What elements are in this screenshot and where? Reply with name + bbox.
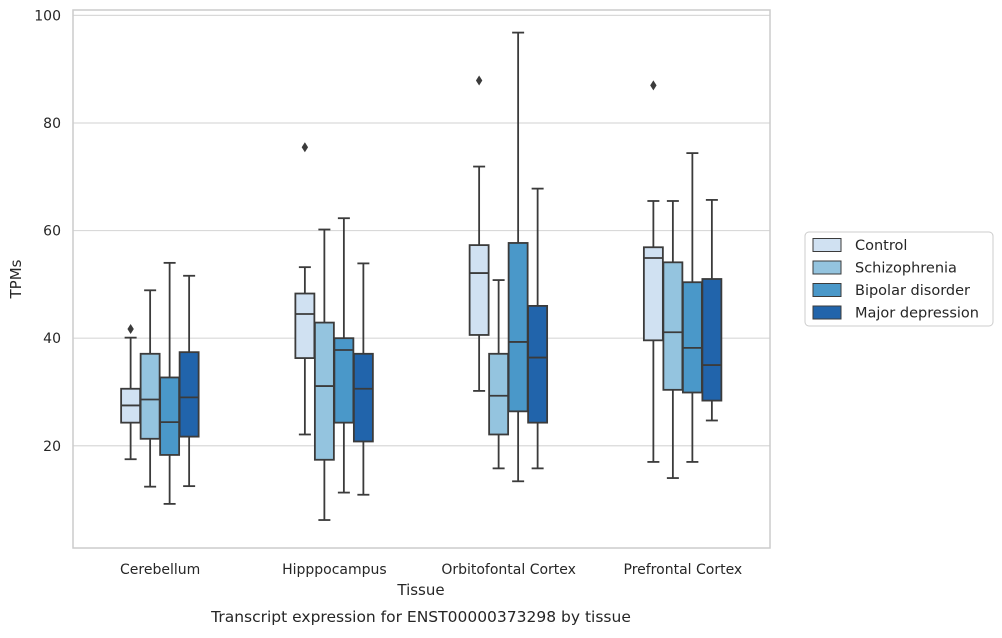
box-schizophrenia [488, 279, 510, 470]
outlier-point [650, 80, 657, 91]
x-axis-label: Tissue [396, 581, 444, 599]
box-iqr [701, 278, 723, 402]
box-iqr [507, 242, 529, 413]
box-iqr [468, 244, 490, 336]
chart-caption: Transcript expression for ENST0000037329… [210, 608, 631, 626]
y-tick-labels: 20 40 60 80 100 [34, 8, 61, 454]
outlier-point [301, 142, 309, 153]
box-control [642, 80, 664, 463]
x-tick-label: Orbitofontal Cortex [441, 562, 576, 578]
box-bipolar-disorder [333, 217, 355, 494]
legend-swatch [812, 283, 842, 297]
legend-frame [804, 231, 994, 327]
box-iqr [352, 352, 374, 443]
box-schizophrenia [139, 289, 161, 488]
y-tick-label: 80 [43, 116, 61, 132]
legend-swatch [812, 305, 842, 320]
outlier-point [475, 75, 483, 86]
box-control [120, 324, 142, 461]
box-iqr [159, 376, 181, 456]
plot-boxes [120, 31, 723, 521]
box-iqr [294, 292, 316, 359]
legend-label: Control [855, 238, 907, 254]
y-tick-label: 100 [34, 8, 61, 24]
box-control [468, 75, 490, 392]
box-iqr [681, 281, 703, 394]
box-iqr [662, 261, 684, 391]
y-tick-label: 20 [43, 439, 61, 455]
box-iqr [527, 304, 549, 424]
legend-label: Schizophrenia [855, 261, 957, 277]
box-major-depression [352, 262, 374, 496]
legend-swatch [812, 238, 842, 252]
y-tick-label: 40 [43, 331, 61, 347]
box-major-depression [178, 274, 200, 488]
box-major-depression [527, 187, 549, 470]
box-major-depression [701, 199, 723, 422]
legend-label: Bipolar disorder [855, 283, 970, 299]
box-bipolar-disorder [681, 152, 703, 463]
box-iqr [488, 352, 510, 436]
legend: Control Schizophrenia Bipolar disorder Majo… [804, 231, 994, 327]
x-tick-label: Cerebellum [120, 562, 200, 578]
box-bipolar-disorder [507, 31, 529, 483]
box-control [294, 142, 316, 436]
y-axis-label: TPMs [7, 259, 25, 299]
legend-label: Major depression [855, 306, 979, 322]
box-bipolar-disorder [159, 261, 181, 505]
y-tick-label: 60 [43, 224, 61, 240]
box-iqr [139, 352, 161, 440]
legend-swatch [812, 260, 842, 275]
plot-frame [72, 9, 771, 549]
box-iqr [642, 246, 664, 342]
x-tick-label: Prefrontal Cortex [624, 562, 743, 578]
outlier-point [127, 324, 134, 335]
x-tick-label: Hipppocampus [282, 562, 387, 578]
x-tick-labels: Cerebellum Hipppocampus Orbitofontal Corte… [120, 562, 742, 578]
box-schizophrenia [662, 200, 684, 479]
box-schizophrenia [313, 228, 335, 521]
box-iqr [178, 351, 200, 438]
box-iqr [313, 321, 335, 461]
